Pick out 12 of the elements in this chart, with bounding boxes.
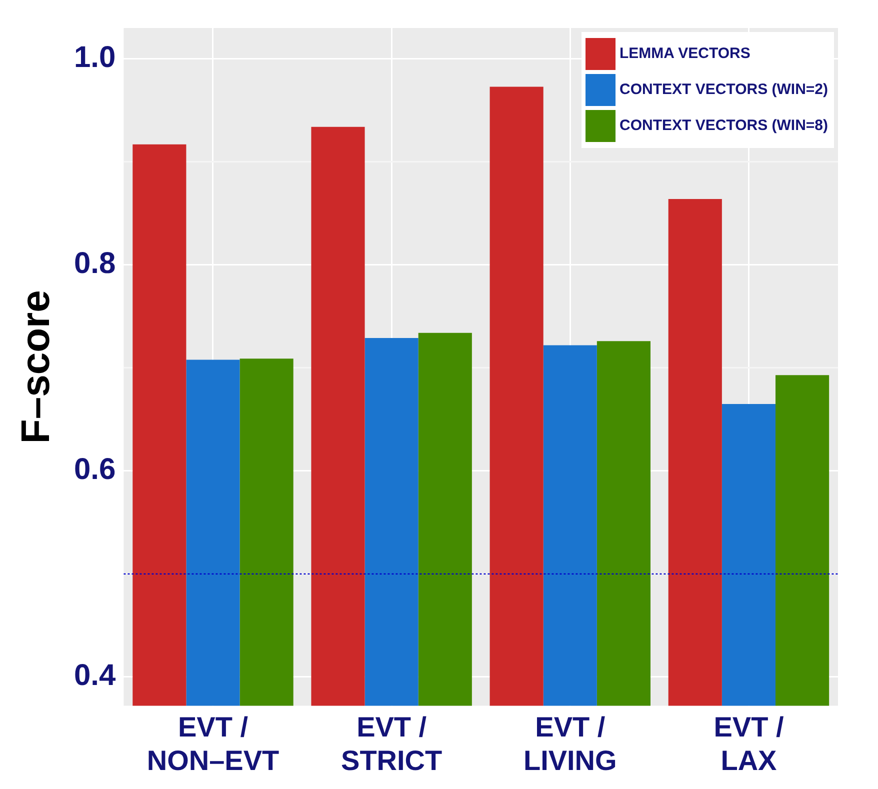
y-tick-label: 1.0 [74,41,116,74]
legend-label: CONTEXT VECTORS (WIN=2) [620,81,828,98]
y-tick-label: 0.8 [74,247,116,280]
y-axis-title: F–score [14,290,58,444]
legend-label: LEMMA VECTORS [620,45,750,62]
y-tick-label: 0.4 [74,659,116,692]
x-tick-label: EVT / LIVING [523,711,617,776]
x-tick-label: EVT / NON–EVT [146,711,280,776]
legend-label: CONTEXT VECTORS (WIN=8) [620,117,828,134]
x-tick-label: EVT / LAX [714,711,784,776]
x-tick-label: EVT / STRICT [341,711,442,776]
y-tick-label: 0.6 [74,453,116,486]
